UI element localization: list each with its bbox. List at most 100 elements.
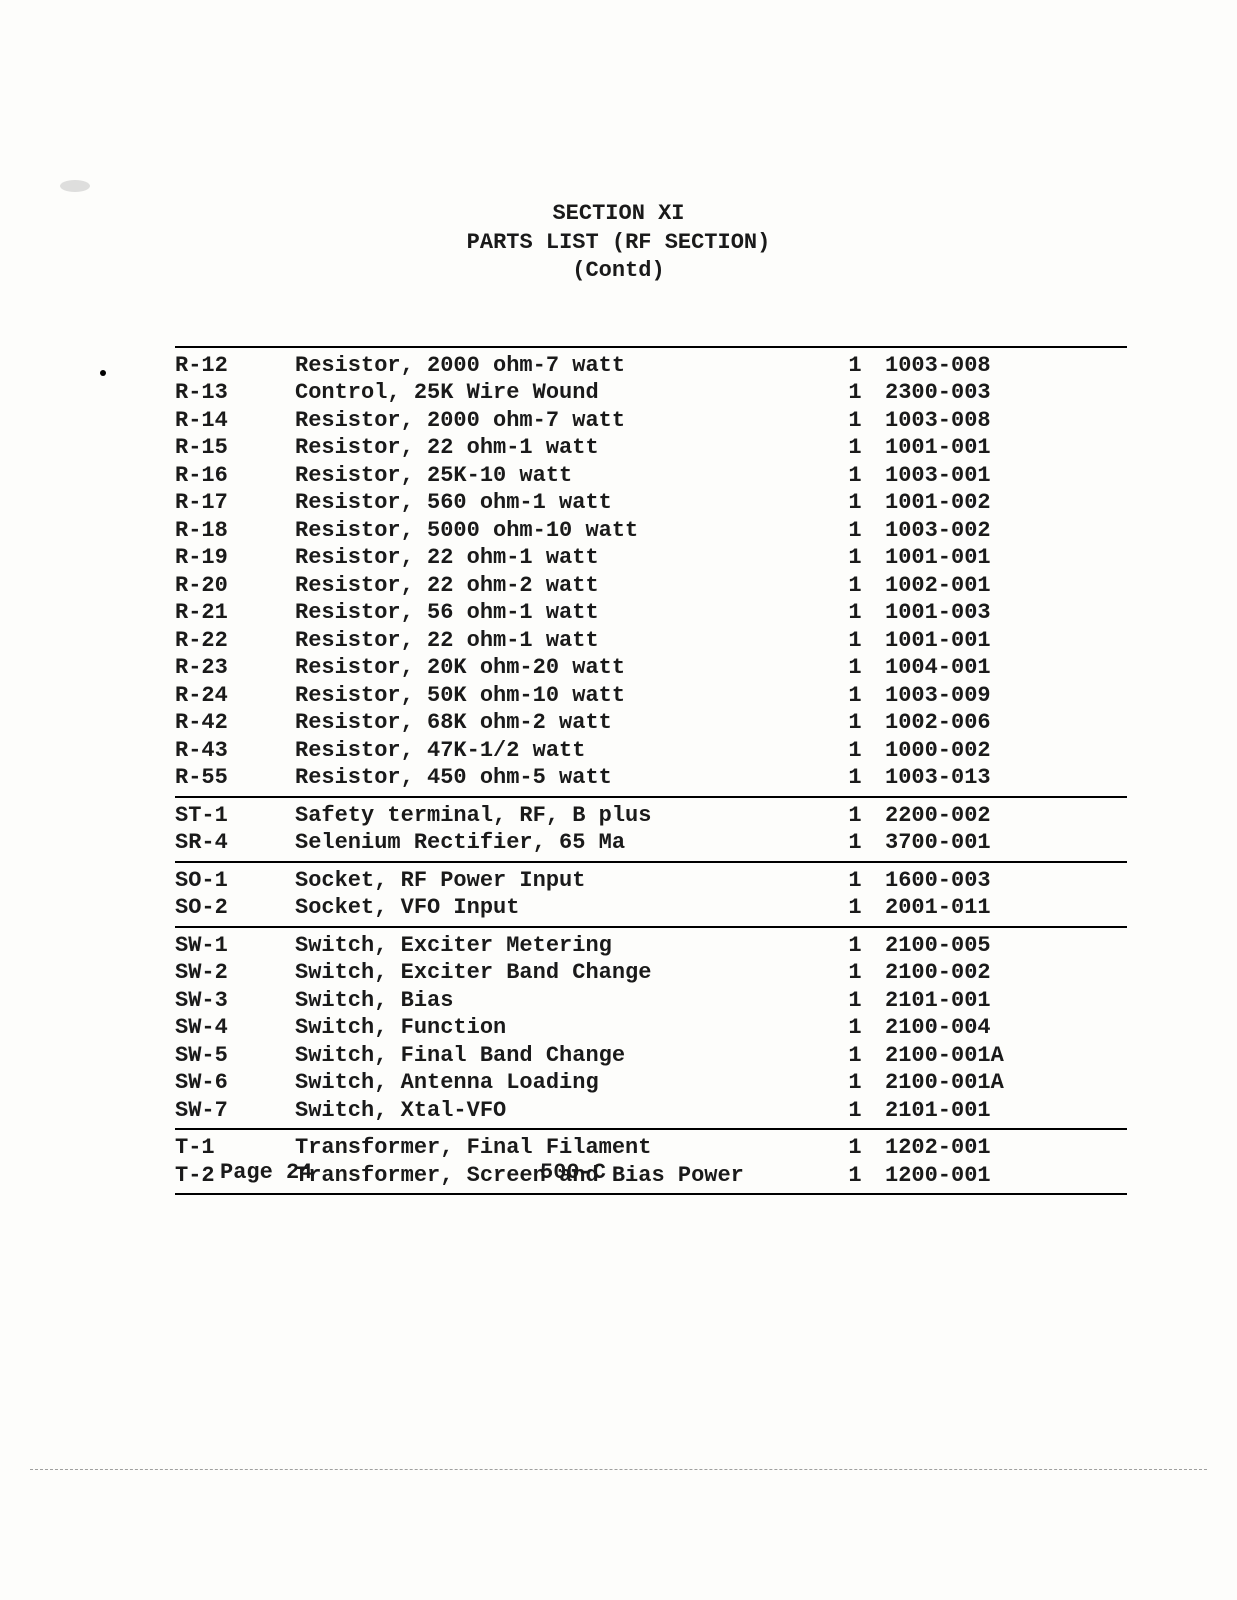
ref-designator: R-16 (175, 462, 295, 490)
quantity: 1 (825, 1134, 885, 1162)
table-row: SW-1Switch, Exciter Metering12100-005 (175, 932, 1127, 960)
scan-smudge (60, 180, 90, 192)
ref-designator: R-43 (175, 737, 295, 765)
table-row: SW-6Switch, Antenna Loading12100-001A (175, 1069, 1127, 1097)
part-number: 2100-005 (885, 932, 1030, 960)
table-row: SW-3Switch, Bias12101-001 (175, 987, 1127, 1015)
quantity: 1 (825, 1097, 885, 1125)
part-number: 1003-002 (885, 517, 1030, 545)
part-number: 2001-011 (885, 894, 1030, 922)
part-number: 2200-002 (885, 802, 1030, 830)
quantity: 1 (825, 489, 885, 517)
part-description: Switch, Function (295, 1014, 825, 1042)
table-row: SW-4Switch, Function12100-004 (175, 1014, 1127, 1042)
part-number: 2101-001 (885, 987, 1030, 1015)
ref-designator: SW-5 (175, 1042, 295, 1070)
ref-designator: SW-3 (175, 987, 295, 1015)
quantity: 1 (825, 434, 885, 462)
table-row: SW-5Switch, Final Band Change12100-001A (175, 1042, 1127, 1070)
quantity: 1 (825, 1042, 885, 1070)
part-number: 1600-003 (885, 867, 1030, 895)
part-number: 2101-001 (885, 1097, 1030, 1125)
quantity: 1 (825, 599, 885, 627)
ref-designator: SW-6 (175, 1069, 295, 1097)
ref-designator: SR-4 (175, 829, 295, 857)
ref-designator: R-42 (175, 709, 295, 737)
part-number: 1004-001 (885, 654, 1030, 682)
part-description: Resistor, 22 ohm-1 watt (295, 627, 825, 655)
table-row: R-19Resistor, 22 ohm-1 watt11001-001 (175, 544, 1127, 572)
part-description: Resistor, 47K-1/2 watt (295, 737, 825, 765)
part-description: Resistor, 56 ohm-1 watt (295, 599, 825, 627)
ref-designator: R-13 (175, 379, 295, 407)
part-number: 1003-001 (885, 462, 1030, 490)
quantity: 1 (825, 987, 885, 1015)
scan-line (30, 1469, 1207, 1470)
ref-designator: R-55 (175, 764, 295, 792)
part-description: Switch, Bias (295, 987, 825, 1015)
table-row: R-42Resistor, 68K ohm-2 watt11002-006 (175, 709, 1127, 737)
quantity: 1 (825, 737, 885, 765)
table-row: R-17Resistor, 560 ohm-1 watt11001-002 (175, 489, 1127, 517)
part-description: Safety terminal, RF, B plus (295, 802, 825, 830)
table-row: SR-4Selenium Rectifier, 65 Ma13700-001 (175, 829, 1127, 857)
part-number: 2100-002 (885, 959, 1030, 987)
table-row: R-55Resistor, 450 ohm-5 watt11003-013 (175, 764, 1127, 792)
quantity: 1 (825, 1014, 885, 1042)
table-row: R-14Resistor, 2000 ohm-7 watt11003-008 (175, 407, 1127, 435)
ref-designator: R-19 (175, 544, 295, 572)
part-description: Resistor, 2000 ohm-7 watt (295, 407, 825, 435)
part-description: Resistor, 22 ohm-1 watt (295, 434, 825, 462)
quantity: 1 (825, 894, 885, 922)
table-row: R-16Resistor, 25K-10 watt11003-001 (175, 462, 1127, 490)
part-description: Switch, Antenna Loading (295, 1069, 825, 1097)
parts-group: SO-1Socket, RF Power Input11600-003SO-2S… (175, 861, 1127, 926)
part-description: Control, 25K Wire Wound (295, 379, 825, 407)
ref-designator: R-12 (175, 352, 295, 380)
ref-designator: SW-7 (175, 1097, 295, 1125)
ref-designator: ST-1 (175, 802, 295, 830)
part-description: Resistor, 50K ohm-10 watt (295, 682, 825, 710)
table-row: SW-2Switch, Exciter Band Change12100-002 (175, 959, 1127, 987)
part-description: Transformer, Final Filament (295, 1134, 825, 1162)
ref-designator: T-1 (175, 1134, 295, 1162)
part-number: 1002-001 (885, 572, 1030, 600)
table-row: R-13Control, 25K Wire Wound12300-003 (175, 379, 1127, 407)
part-description: Socket, RF Power Input (295, 867, 825, 895)
table-row: R-18Resistor, 5000 ohm-10 watt11003-002 (175, 517, 1127, 545)
quantity: 1 (825, 709, 885, 737)
quantity: 1 (825, 572, 885, 600)
part-number: 1202-001 (885, 1134, 1030, 1162)
part-description: Resistor, 2000 ohm-7 watt (295, 352, 825, 380)
table-row: R-23Resistor, 20K ohm-20 watt11004-001 (175, 654, 1127, 682)
quantity: 1 (825, 407, 885, 435)
part-description: Resistor, 68K ohm-2 watt (295, 709, 825, 737)
page-footer: Page 24 500-C (0, 1160, 1237, 1185)
part-number: 3700-001 (885, 829, 1030, 857)
part-number: 1002-006 (885, 709, 1030, 737)
quantity: 1 (825, 764, 885, 792)
part-description: Switch, Xtal-VFO (295, 1097, 825, 1125)
part-description: Switch, Final Band Change (295, 1042, 825, 1070)
part-description: Resistor, 25K-10 watt (295, 462, 825, 490)
ref-designator: R-22 (175, 627, 295, 655)
part-description: Resistor, 20K ohm-20 watt (295, 654, 825, 682)
quantity: 1 (825, 517, 885, 545)
page-number: Page 24 (220, 1160, 540, 1185)
part-number: 1000-002 (885, 737, 1030, 765)
ref-designator: SO-1 (175, 867, 295, 895)
quantity: 1 (825, 462, 885, 490)
part-description: Resistor, 450 ohm-5 watt (295, 764, 825, 792)
scan-dot (100, 370, 106, 376)
quantity: 1 (825, 932, 885, 960)
quantity: 1 (825, 867, 885, 895)
part-description: Resistor, 22 ohm-1 watt (295, 544, 825, 572)
ref-designator: SW-2 (175, 959, 295, 987)
quantity: 1 (825, 379, 885, 407)
section-header: SECTION XI PARTS LIST (RF SECTION) (Cont… (0, 200, 1237, 286)
table-row: R-12Resistor, 2000 ohm-7 watt11003-008 (175, 352, 1127, 380)
ref-designator: R-24 (175, 682, 295, 710)
parts-table: R-12Resistor, 2000 ohm-7 watt11003-008R-… (175, 346, 1127, 1196)
header-line-3: (Contd) (0, 257, 1237, 286)
ref-designator: R-21 (175, 599, 295, 627)
